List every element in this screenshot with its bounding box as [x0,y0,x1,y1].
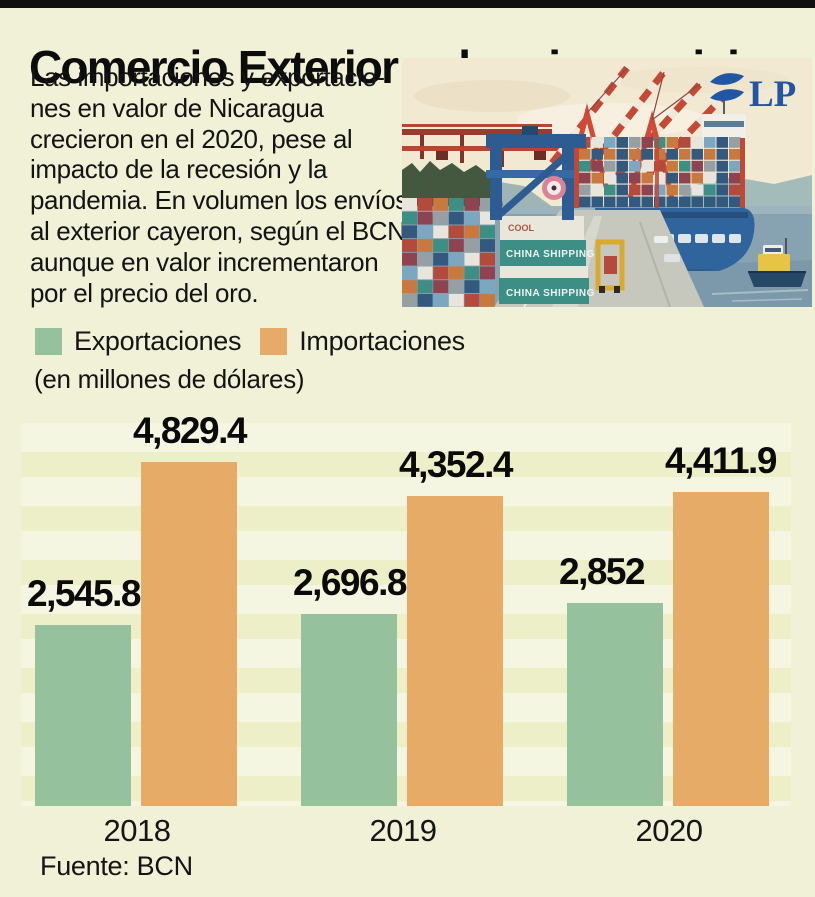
value-label-exportaciones-2019: 2,696.8 [293,562,407,603]
yard-vehicle [595,239,625,293]
units-label: (en millones de dólares) [34,364,305,394]
legend-swatch-exportaciones [35,328,62,355]
port-photo-illustration: COOL CHINA SHIPPING CHINA SHIPPING [402,58,812,307]
value-label-importaciones-2020: 4,411.9 [665,440,777,481]
yard-container-stacks [402,198,495,307]
bar-importaciones-2019 [407,496,503,806]
container-label-cool: COOL [508,223,535,233]
bar-exportaciones-2020 [567,603,663,806]
tugboat [748,238,806,287]
lp-logo-text: LP [749,74,796,115]
tree-line [402,161,503,208]
bar-importaciones-2020 [673,492,769,806]
value-label-importaciones-2019: 4,352.4 [399,444,513,485]
top-accent-bar [0,0,815,8]
value-label-importaciones-2018: 4,829.4 [133,410,247,451]
chart-legend: Exportaciones Importaciones [35,326,484,357]
year-label-2018: 2018 [103,813,171,848]
port-photo: COOL CHINA SHIPPING CHINA SHIPPING [402,58,812,307]
legend-label-exportaciones: Exportaciones [74,326,242,356]
chart-plot-area: 2,545.8 4,829.4 2,696.8 4,352.4 2,852 4,411.9 [21,410,791,806]
china-shipping-containers: COOL CHINA SHIPPING CHINA SHIPPING [499,216,595,304]
bar-importaciones-2018 [141,462,237,806]
year-label-2020: 2020 [635,813,703,848]
value-label-exportaciones-2020: 2,852 [559,551,646,592]
bar-exportaciones-2019 [301,614,397,806]
bar-exportaciones-2018 [35,625,131,806]
container-label-china-shipping-2: CHINA SHIPPING [506,288,595,299]
lp-logo: LP [710,73,796,115]
intro-text: Las importaciones y exportacio- nes en v… [30,62,413,308]
year-label-2019: 2019 [369,813,437,848]
gantry-crane [486,126,586,220]
container-label-china-shipping: CHINA SHIPPING [506,249,595,260]
x-axis-labels: 2018 2019 2020 [21,813,791,851]
legend-label-importaciones: Importaciones [299,326,465,356]
source-label: Fuente: BCN [40,851,193,881]
value-label-exportaciones-2018: 2,545.8 [27,573,141,614]
legend-swatch-importaciones [260,328,288,355]
